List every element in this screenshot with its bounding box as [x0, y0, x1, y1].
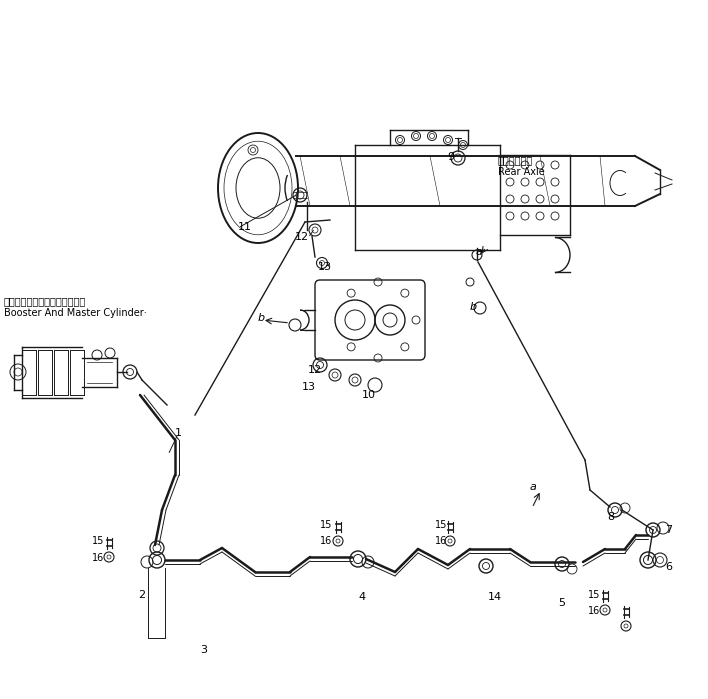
Text: 11: 11 [238, 222, 252, 232]
Text: 9: 9 [447, 152, 454, 162]
Text: 5: 5 [558, 598, 565, 608]
Text: ブースタおよびマスタシリンダ: ブースタおよびマスタシリンダ [4, 296, 86, 306]
Text: 1: 1 [175, 428, 182, 438]
Text: 10: 10 [362, 390, 376, 400]
Text: 6: 6 [665, 562, 672, 572]
Text: 3: 3 [200, 645, 207, 655]
Text: 12: 12 [295, 232, 309, 242]
Text: Booster And Master Cylinder·: Booster And Master Cylinder· [4, 308, 147, 318]
Text: 13: 13 [302, 382, 316, 392]
Text: 7: 7 [665, 525, 672, 535]
Text: a: a [476, 247, 483, 257]
Text: 16: 16 [92, 553, 104, 563]
Text: 16: 16 [320, 536, 332, 546]
Text: 2: 2 [138, 590, 145, 600]
Text: 15: 15 [320, 520, 332, 530]
Text: 8: 8 [607, 512, 614, 522]
Text: Rear Axle: Rear Axle [498, 167, 544, 177]
Text: b: b [470, 302, 477, 312]
Text: 13: 13 [318, 262, 332, 272]
Text: 4: 4 [358, 592, 365, 602]
Text: 12: 12 [308, 365, 322, 375]
Text: 15: 15 [588, 590, 600, 600]
Text: 15: 15 [435, 520, 447, 530]
Text: 16: 16 [588, 606, 600, 616]
Text: 15: 15 [92, 536, 104, 546]
Text: b: b [258, 313, 265, 323]
Text: 16: 16 [435, 536, 447, 546]
Text: a: a [530, 482, 537, 492]
Text: 14: 14 [488, 592, 502, 602]
Text: リヤアクスル: リヤアクスル [498, 155, 533, 165]
